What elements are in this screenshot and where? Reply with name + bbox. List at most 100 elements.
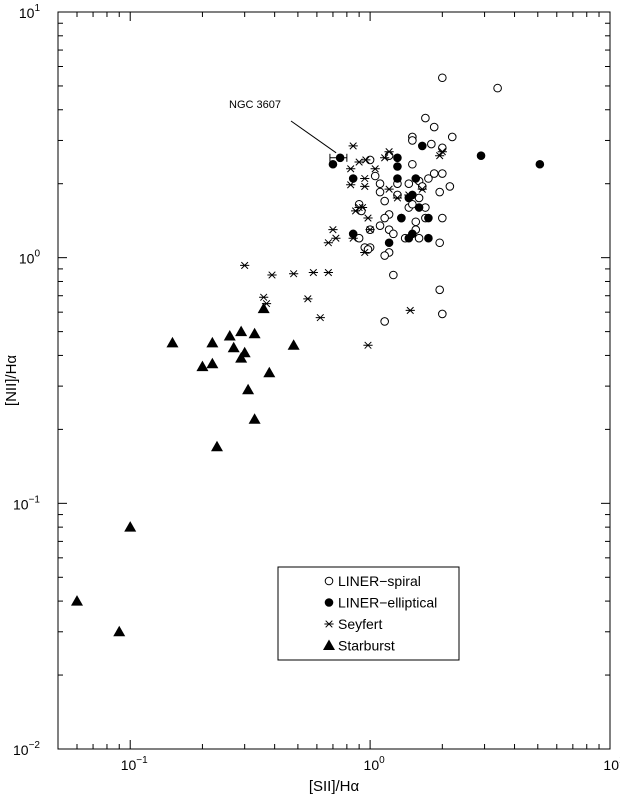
- data-point: [350, 207, 361, 215]
- data-point: [435, 187, 444, 197]
- data-point: [235, 325, 248, 337]
- data-point: [360, 174, 370, 183]
- data-point: [323, 239, 333, 247]
- data-point: [267, 271, 277, 279]
- data-point: [380, 213, 389, 223]
- data-point: [438, 143, 447, 153]
- data-point: [380, 154, 390, 162]
- data-point: [427, 139, 436, 149]
- data-point: [361, 156, 371, 164]
- data-point: [248, 413, 261, 424]
- data-point: [346, 181, 356, 189]
- data-point: [493, 83, 502, 93]
- data-point: [414, 203, 424, 212]
- data-point: [370, 171, 380, 181]
- data-point: [535, 159, 545, 169]
- data-point: [408, 136, 417, 145]
- data-point: [240, 261, 250, 270]
- data-point: [435, 152, 445, 160]
- data-point: [438, 309, 447, 319]
- data-point: [424, 174, 433, 183]
- data-point: [393, 162, 402, 171]
- x-axis-label: [SII]/Hα: [309, 778, 360, 795]
- data-point: [348, 234, 358, 242]
- legend: LINER−spiral LINER−elliptical Seyfert Starb…: [277, 566, 460, 661]
- data-point: [357, 203, 368, 212]
- data-point: [405, 306, 415, 315]
- data-point: [438, 213, 447, 223]
- data-point: [404, 191, 414, 199]
- data-point: [328, 226, 338, 234]
- data-point: [259, 293, 269, 301]
- x-tick-label: 101: [603, 755, 620, 773]
- data-point: [389, 229, 398, 239]
- annotation-label: NGC 3607: [229, 99, 281, 111]
- data-point: [438, 73, 447, 83]
- legend-label: Seyfert: [338, 616, 382, 632]
- legend-marker: [324, 576, 334, 586]
- data-point: [404, 179, 414, 189]
- data-point: [363, 341, 373, 349]
- data-point: [424, 213, 433, 223]
- data-point: [365, 226, 375, 234]
- data-point: [476, 151, 486, 161]
- data-point: [447, 132, 457, 142]
- data-point: [417, 182, 427, 191]
- series-filled-circle: [328, 141, 545, 248]
- data-point: [124, 521, 137, 532]
- data-point: [210, 440, 223, 452]
- data-point: [375, 221, 385, 230]
- data-point: [348, 229, 358, 239]
- data-point: [389, 270, 398, 280]
- annotation-leader-line: [290, 120, 337, 154]
- data-point: [287, 339, 300, 350]
- data-point: [370, 165, 380, 173]
- legend-marker: [324, 598, 334, 607]
- series-filled-triangle: [70, 302, 300, 637]
- data-point: [227, 341, 240, 353]
- data-point: [113, 625, 126, 637]
- data-point: [289, 270, 299, 278]
- y-axis-label: [NII]/Hα: [3, 355, 20, 407]
- data-point: [438, 169, 447, 178]
- data-point: [404, 233, 414, 243]
- data-point: [346, 165, 356, 173]
- data-point: [206, 357, 219, 369]
- data-point: [348, 142, 358, 150]
- data-point: [70, 595, 83, 606]
- data-point: [384, 185, 394, 193]
- data-point: [303, 295, 313, 303]
- data-point: [429, 169, 439, 178]
- data-point: [323, 268, 333, 277]
- data-point: [375, 187, 385, 197]
- data-point: [435, 285, 444, 295]
- data-point: [392, 194, 403, 202]
- axis-ticks: 10−1 100 101 10−2 10−1 100 101: [13, 3, 620, 773]
- data-point: [380, 196, 389, 206]
- y-tick-label: 101: [19, 3, 41, 21]
- data-point: [404, 193, 414, 203]
- series-open-circle: [354, 73, 502, 326]
- y-tick-label: 10−2: [13, 740, 40, 758]
- data-point: [417, 185, 427, 193]
- data-point: [380, 317, 389, 326]
- legend-label: Starburst: [338, 638, 395, 654]
- plot-frame: [57, 11, 611, 750]
- data-point: [393, 153, 402, 163]
- data-point: [421, 113, 430, 123]
- data-point: [397, 213, 406, 223]
- data-point: [166, 336, 179, 348]
- data-point: [411, 174, 421, 183]
- data-point: [384, 148, 394, 156]
- data-point: [196, 360, 209, 372]
- data-point: [206, 336, 219, 348]
- data-points: [70, 73, 545, 637]
- data-point: [414, 233, 424, 243]
- data-point: [393, 174, 402, 183]
- data-point: [248, 327, 261, 339]
- y-tick-label: 100: [19, 249, 41, 267]
- data-point: [411, 217, 421, 227]
- data-point: [242, 383, 255, 395]
- data-point: [408, 199, 417, 209]
